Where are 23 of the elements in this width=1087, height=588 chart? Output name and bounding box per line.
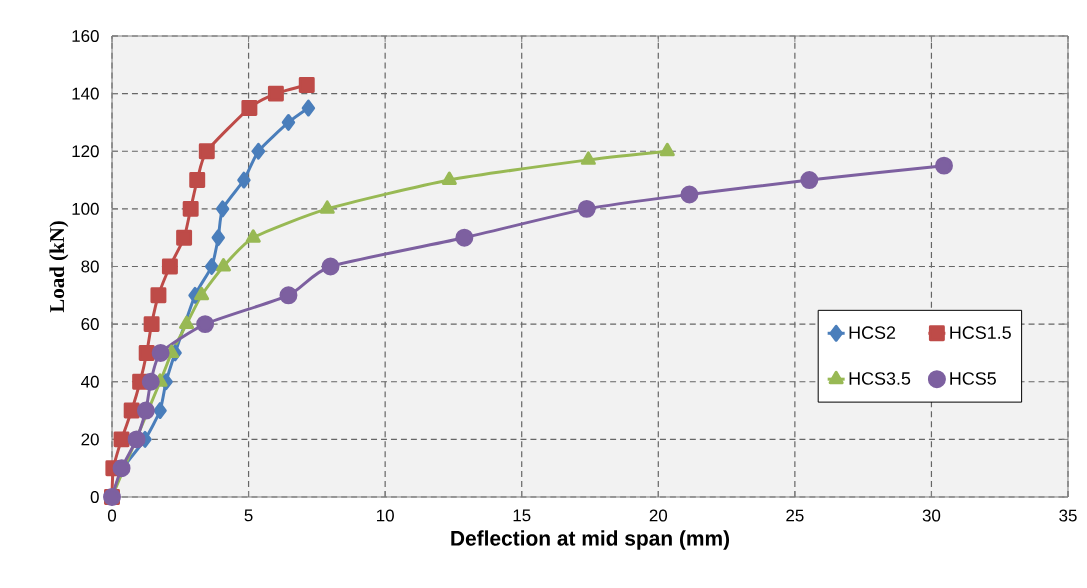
- legend-label: HCS5: [950, 372, 996, 385]
- y-tick-label: 60: [81, 318, 99, 331]
- y-tick-label: 100: [72, 202, 99, 215]
- y-tick-label: 40: [81, 375, 99, 388]
- y-tick-label: 20: [81, 433, 99, 446]
- y-tick-label: 0: [90, 491, 99, 503]
- y-axis-title: Load (kN): [49, 221, 69, 313]
- y-tick-label: 80: [81, 260, 99, 273]
- x-axis-title: Deflection at mid span (mm): [451, 530, 730, 550]
- legend-label: HCS1.5: [950, 326, 1011, 339]
- x-tick-label: 25: [786, 509, 804, 522]
- legend-label: HCS3.5: [849, 372, 911, 385]
- x-tick-label: 0: [107, 509, 117, 522]
- x-tick-label: 15: [513, 509, 531, 522]
- x-tick-label: 20: [649, 509, 668, 522]
- y-tick-label: 120: [72, 145, 99, 158]
- x-tick-label: 5: [244, 509, 253, 522]
- x-tick-label: 10: [377, 509, 394, 522]
- y-tick-label: 160: [72, 30, 99, 42]
- y-tick-label: 140: [72, 87, 99, 100]
- x-tick-label: 35: [1059, 509, 1077, 522]
- x-tick-label: 30: [922, 509, 941, 522]
- legend-label: HCS2: [849, 326, 896, 339]
